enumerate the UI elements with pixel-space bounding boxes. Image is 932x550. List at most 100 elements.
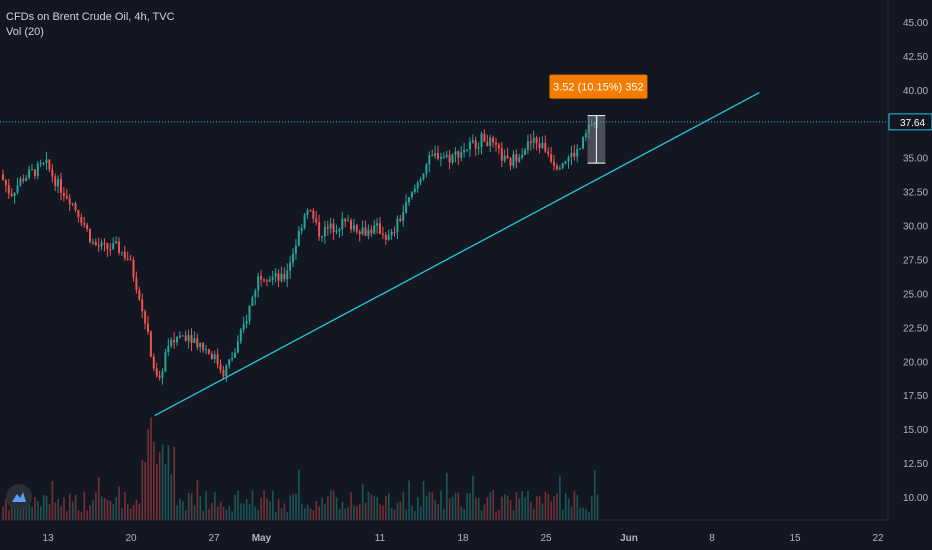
candle-body bbox=[550, 154, 553, 162]
symbol-title[interactable]: CFDs on Brent Crude Oil, 4h, TVC bbox=[6, 11, 175, 23]
volume-bar bbox=[489, 492, 492, 520]
candle-body bbox=[97, 245, 100, 247]
candle-body bbox=[515, 154, 518, 162]
volume-bar bbox=[309, 508, 312, 520]
volume-bar bbox=[170, 474, 173, 520]
candle-body bbox=[106, 243, 109, 250]
candle-body bbox=[91, 241, 94, 243]
volume-bar bbox=[251, 490, 254, 520]
volume-bar bbox=[472, 475, 474, 520]
volume-bar bbox=[124, 492, 126, 520]
volume-bar bbox=[388, 493, 390, 520]
candle-body bbox=[460, 152, 463, 158]
volume-bar bbox=[176, 505, 178, 520]
volume-bar bbox=[562, 509, 564, 520]
volume-bar bbox=[106, 499, 109, 520]
volume-bar bbox=[118, 486, 120, 520]
candle-body bbox=[497, 144, 500, 149]
volume-bar bbox=[289, 495, 291, 520]
candle-body bbox=[199, 343, 202, 348]
volume-bar bbox=[495, 511, 497, 520]
candle-body bbox=[448, 154, 451, 163]
candle-body bbox=[579, 148, 582, 150]
candle-body bbox=[396, 218, 399, 233]
price-axis[interactable]: 45.0042.5040.0037.5035.0032.5030.0027.50… bbox=[903, 18, 928, 504]
volume-bar bbox=[158, 452, 161, 520]
candle-body bbox=[300, 227, 303, 231]
volume-bar bbox=[28, 498, 30, 520]
volume-bar bbox=[22, 508, 25, 520]
candle-body bbox=[573, 152, 576, 157]
candle-body bbox=[10, 193, 13, 196]
volume-bar bbox=[591, 496, 593, 520]
volume-bar bbox=[225, 509, 228, 520]
candle-body bbox=[51, 169, 54, 177]
candle-body bbox=[437, 153, 439, 159]
volume-bar bbox=[596, 494, 599, 520]
candle-body bbox=[147, 323, 149, 332]
candle-body bbox=[535, 137, 538, 144]
candle-body bbox=[181, 335, 184, 337]
time-axis[interactable]: 13 20 27 May 11 18 25 Jun 8 15 22 bbox=[42, 533, 884, 544]
volume-bar bbox=[321, 497, 323, 520]
volume-bar bbox=[443, 508, 445, 520]
volume-bar bbox=[556, 493, 558, 520]
volume-bar bbox=[579, 507, 581, 520]
candle-body bbox=[582, 137, 584, 149]
candle-body bbox=[245, 321, 248, 324]
candle-body bbox=[332, 223, 335, 232]
candle-body bbox=[7, 185, 10, 194]
tradingview-logo-icon[interactable] bbox=[6, 484, 32, 510]
volume-bar bbox=[535, 496, 538, 520]
candle-body bbox=[184, 335, 187, 341]
volume-bar bbox=[274, 511, 277, 520]
candle-body bbox=[553, 161, 555, 166]
volume-bar bbox=[361, 483, 364, 520]
volume-bar bbox=[109, 500, 112, 520]
time-axis-tick: 8 bbox=[709, 533, 715, 544]
candle-body bbox=[213, 354, 216, 359]
volume-indicator-label[interactable]: Vol (20) bbox=[6, 26, 44, 38]
candle-body bbox=[399, 218, 402, 221]
candle-body bbox=[80, 217, 83, 223]
candle-body bbox=[268, 279, 271, 282]
candle-body bbox=[120, 251, 123, 253]
volume-bar bbox=[399, 501, 402, 520]
candle-body bbox=[277, 273, 280, 281]
trendline[interactable] bbox=[154, 91, 760, 417]
candle-body bbox=[384, 234, 387, 240]
volume-bar bbox=[585, 509, 587, 520]
candle-body bbox=[439, 156, 442, 159]
volume-bar bbox=[359, 504, 361, 520]
price-range-measure[interactable]: 3.52 (10.15%) 352 bbox=[549, 74, 648, 164]
candle-body bbox=[547, 151, 550, 155]
volume-bar bbox=[80, 511, 83, 520]
price-axis-tick: 15.00 bbox=[903, 425, 928, 436]
candle-body bbox=[155, 368, 158, 376]
volume-bar bbox=[292, 494, 294, 520]
volume-bar bbox=[335, 497, 338, 520]
price-axis-tick: 27.50 bbox=[903, 256, 928, 267]
volume-bar bbox=[222, 507, 225, 520]
candle-body bbox=[524, 149, 526, 155]
candle-body bbox=[451, 154, 454, 163]
candle-body bbox=[506, 155, 509, 159]
volume-bars bbox=[2, 417, 599, 520]
volume-bar bbox=[173, 446, 175, 520]
candle-body bbox=[408, 197, 410, 203]
volume-bar bbox=[202, 510, 204, 520]
volume-bar bbox=[501, 496, 503, 520]
volume-bar bbox=[428, 491, 431, 520]
volume-bar bbox=[147, 429, 149, 520]
volume-bar bbox=[77, 510, 80, 520]
candle-body bbox=[413, 188, 416, 192]
volume-bar bbox=[112, 503, 115, 520]
volume-bar bbox=[451, 496, 454, 520]
candle-body bbox=[228, 359, 231, 366]
volume-bar bbox=[141, 459, 144, 520]
volume-bar bbox=[245, 499, 248, 520]
volume-bar bbox=[350, 492, 352, 520]
volume-bar bbox=[448, 498, 451, 520]
